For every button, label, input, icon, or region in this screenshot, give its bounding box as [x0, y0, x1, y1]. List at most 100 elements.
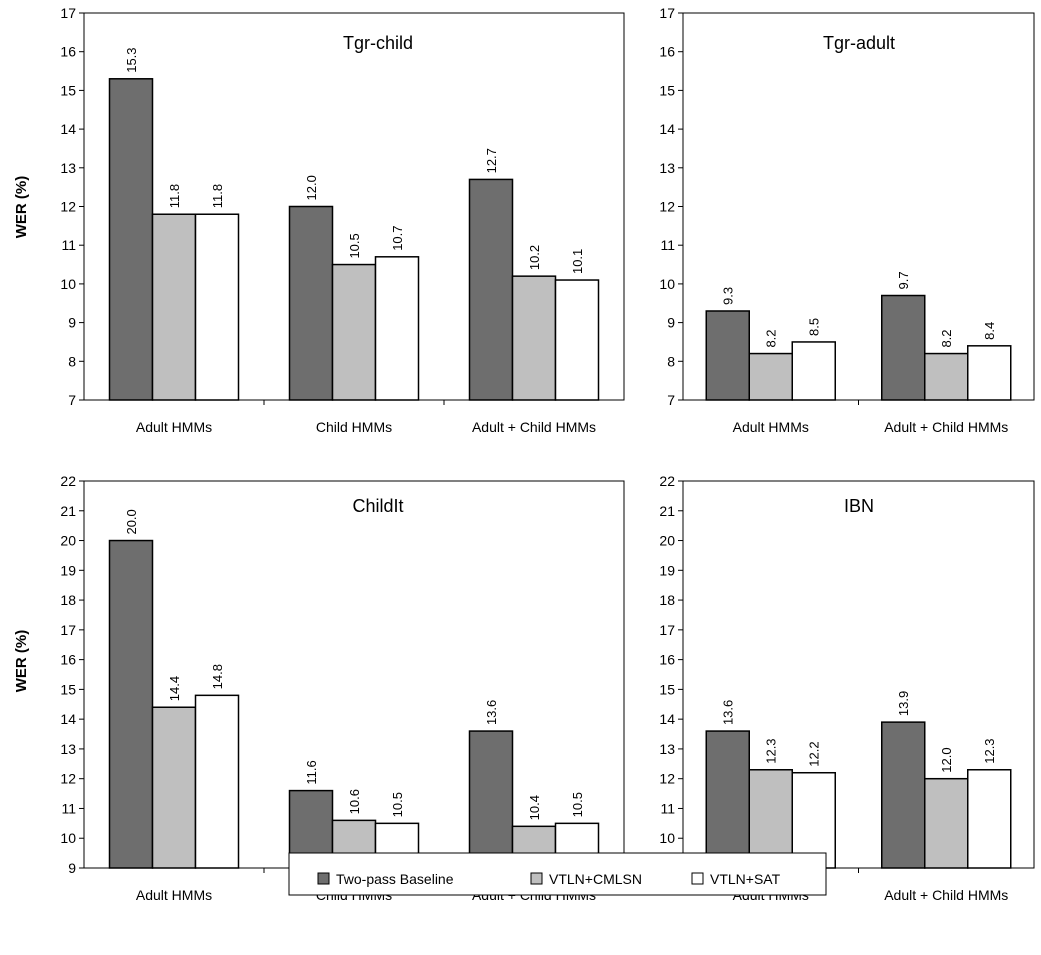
- y-tick-label: 15: [659, 82, 675, 98]
- y-tick-label: 9: [68, 860, 76, 876]
- category-label: Adult + Child HMMs: [884, 887, 1008, 903]
- data-label: 14.8: [210, 664, 225, 689]
- data-label: 13.9: [896, 691, 911, 716]
- data-label: 13.6: [721, 700, 736, 725]
- data-label: 20.0: [124, 509, 139, 534]
- y-tick-label: 8: [68, 353, 76, 369]
- panel-title: IBN: [844, 496, 874, 516]
- data-label: 8.2: [764, 329, 779, 347]
- legend-label-two-pass-baseline: Two-pass Baseline: [336, 871, 454, 887]
- data-label: 15.3: [124, 47, 139, 72]
- y-tick-label: 10: [659, 830, 675, 846]
- bar-two-pass-baseline: [468, 730, 514, 869]
- y-tick-label: 13: [659, 160, 675, 176]
- data-label: 12.0: [939, 747, 954, 772]
- data-label: 10.6: [347, 789, 362, 814]
- y-tick-label: 13: [60, 741, 76, 757]
- data-label: 8.2: [939, 329, 954, 347]
- y-tick-label: 10: [60, 276, 76, 292]
- bar-vtln-sat: [967, 345, 1012, 401]
- y-tick-label: 22: [60, 473, 76, 489]
- bar-vtln-cmlsn: [748, 352, 793, 401]
- legend-label-vtln-sat: VTLN+SAT: [710, 871, 781, 887]
- y-axis-label: WER (%): [13, 176, 30, 239]
- data-label: 10.2: [527, 245, 542, 270]
- bar-vtln-sat: [374, 256, 420, 401]
- y-tick-label: 12: [60, 199, 76, 215]
- y-tick-label: 12: [659, 771, 675, 787]
- data-label: 13.6: [484, 700, 499, 725]
- y-tick-label: 13: [60, 160, 76, 176]
- y-tick-label: 11: [61, 800, 76, 816]
- y-tick-label: 20: [659, 533, 675, 549]
- bar-vtln-cmlsn: [924, 777, 969, 869]
- bar-two-pass-baseline: [881, 294, 926, 401]
- y-tick-label: 21: [659, 503, 675, 519]
- y-tick-label: 12: [60, 771, 76, 787]
- data-label: 8.4: [982, 322, 997, 340]
- y-tick-label: 17: [60, 622, 76, 638]
- y-tick-label: 11: [660, 237, 675, 253]
- category-label: Child HMMs: [316, 419, 392, 435]
- data-label: 12.3: [982, 738, 997, 763]
- data-label: 10.5: [390, 792, 405, 817]
- bar-two-pass-baseline: [288, 205, 334, 401]
- y-tick-label: 18: [60, 592, 76, 608]
- y-tick-label: 16: [60, 44, 76, 60]
- y-tick-label: 9: [667, 315, 675, 331]
- y-tick-label: 15: [60, 681, 76, 697]
- bar-two-pass-baseline: [881, 721, 926, 869]
- y-tick-label: 9: [68, 315, 76, 331]
- data-label: 14.4: [167, 676, 182, 701]
- y-tick-label: 14: [60, 711, 76, 727]
- data-label: 10.5: [570, 792, 585, 817]
- panel-title: Tgr-child: [343, 33, 413, 53]
- bar-two-pass-baseline: [108, 78, 154, 401]
- data-label: 10.1: [570, 249, 585, 274]
- bar-vtln-cmlsn: [511, 275, 557, 401]
- panel-tgr-child: 7 8 9 10 11 12 13 14 15 16 17 Adult HMMs 15.3 11.8 11.…: [13, 5, 625, 435]
- bar-vtln-sat: [194, 213, 240, 401]
- data-label: 10.4: [527, 795, 542, 820]
- legend: Two-pass Baseline VTLN+CMLSN VTLN+SAT: [288, 852, 827, 896]
- legend-swatch-two-pass-baseline: [317, 872, 330, 885]
- data-label: 10.7: [390, 225, 405, 250]
- bar-vtln-cmlsn: [924, 352, 969, 401]
- y-tick-label: 11: [660, 800, 675, 816]
- bar-two-pass-baseline: [705, 730, 750, 869]
- bar-two-pass-baseline: [468, 178, 514, 401]
- y-tick-label: 19: [659, 562, 675, 578]
- y-tick-label: 19: [60, 562, 76, 578]
- bar-vtln-cmlsn: [151, 213, 197, 401]
- y-tick-label: 22: [659, 473, 675, 489]
- chart-panels: 7 8 9 10 11 12 13 14 15 16 17 Adult HMMs 15.3 11.8 11.…: [13, 5, 1035, 903]
- bar-two-pass-baseline: [705, 310, 750, 401]
- y-tick-label: 14: [659, 711, 675, 727]
- category-label: Adult HMMs: [136, 419, 212, 435]
- y-tick-label: 11: [61, 237, 76, 253]
- category-label: Adult + Child HMMs: [472, 419, 596, 435]
- category-label: Adult + Child HMMs: [884, 419, 1008, 435]
- y-tick-label: 21: [60, 503, 76, 519]
- y-tick-label: 16: [659, 652, 675, 668]
- y-tick-label: 10: [659, 276, 675, 292]
- data-label: 12.7: [484, 148, 499, 173]
- bar-vtln-cmlsn: [151, 706, 197, 869]
- category-label: Adult HMMs: [733, 419, 809, 435]
- bar-vtln-cmlsn: [331, 263, 377, 401]
- y-tick-label: 17: [659, 5, 675, 21]
- y-tick-label: 10: [60, 830, 76, 846]
- y-tick-label: 8: [667, 353, 675, 369]
- y-axis-label: WER (%): [13, 630, 30, 693]
- legend-swatch-vtln-cmlsn: [530, 872, 543, 885]
- data-label: 9.3: [721, 287, 736, 305]
- y-tick-label: 15: [659, 681, 675, 697]
- data-label: 9.7: [896, 271, 911, 289]
- y-tick-label: 16: [659, 44, 675, 60]
- data-label: 12.3: [764, 738, 779, 763]
- y-tick-label: 17: [659, 622, 675, 638]
- bar-vtln-sat: [194, 694, 240, 869]
- y-tick-label: 20: [60, 533, 76, 549]
